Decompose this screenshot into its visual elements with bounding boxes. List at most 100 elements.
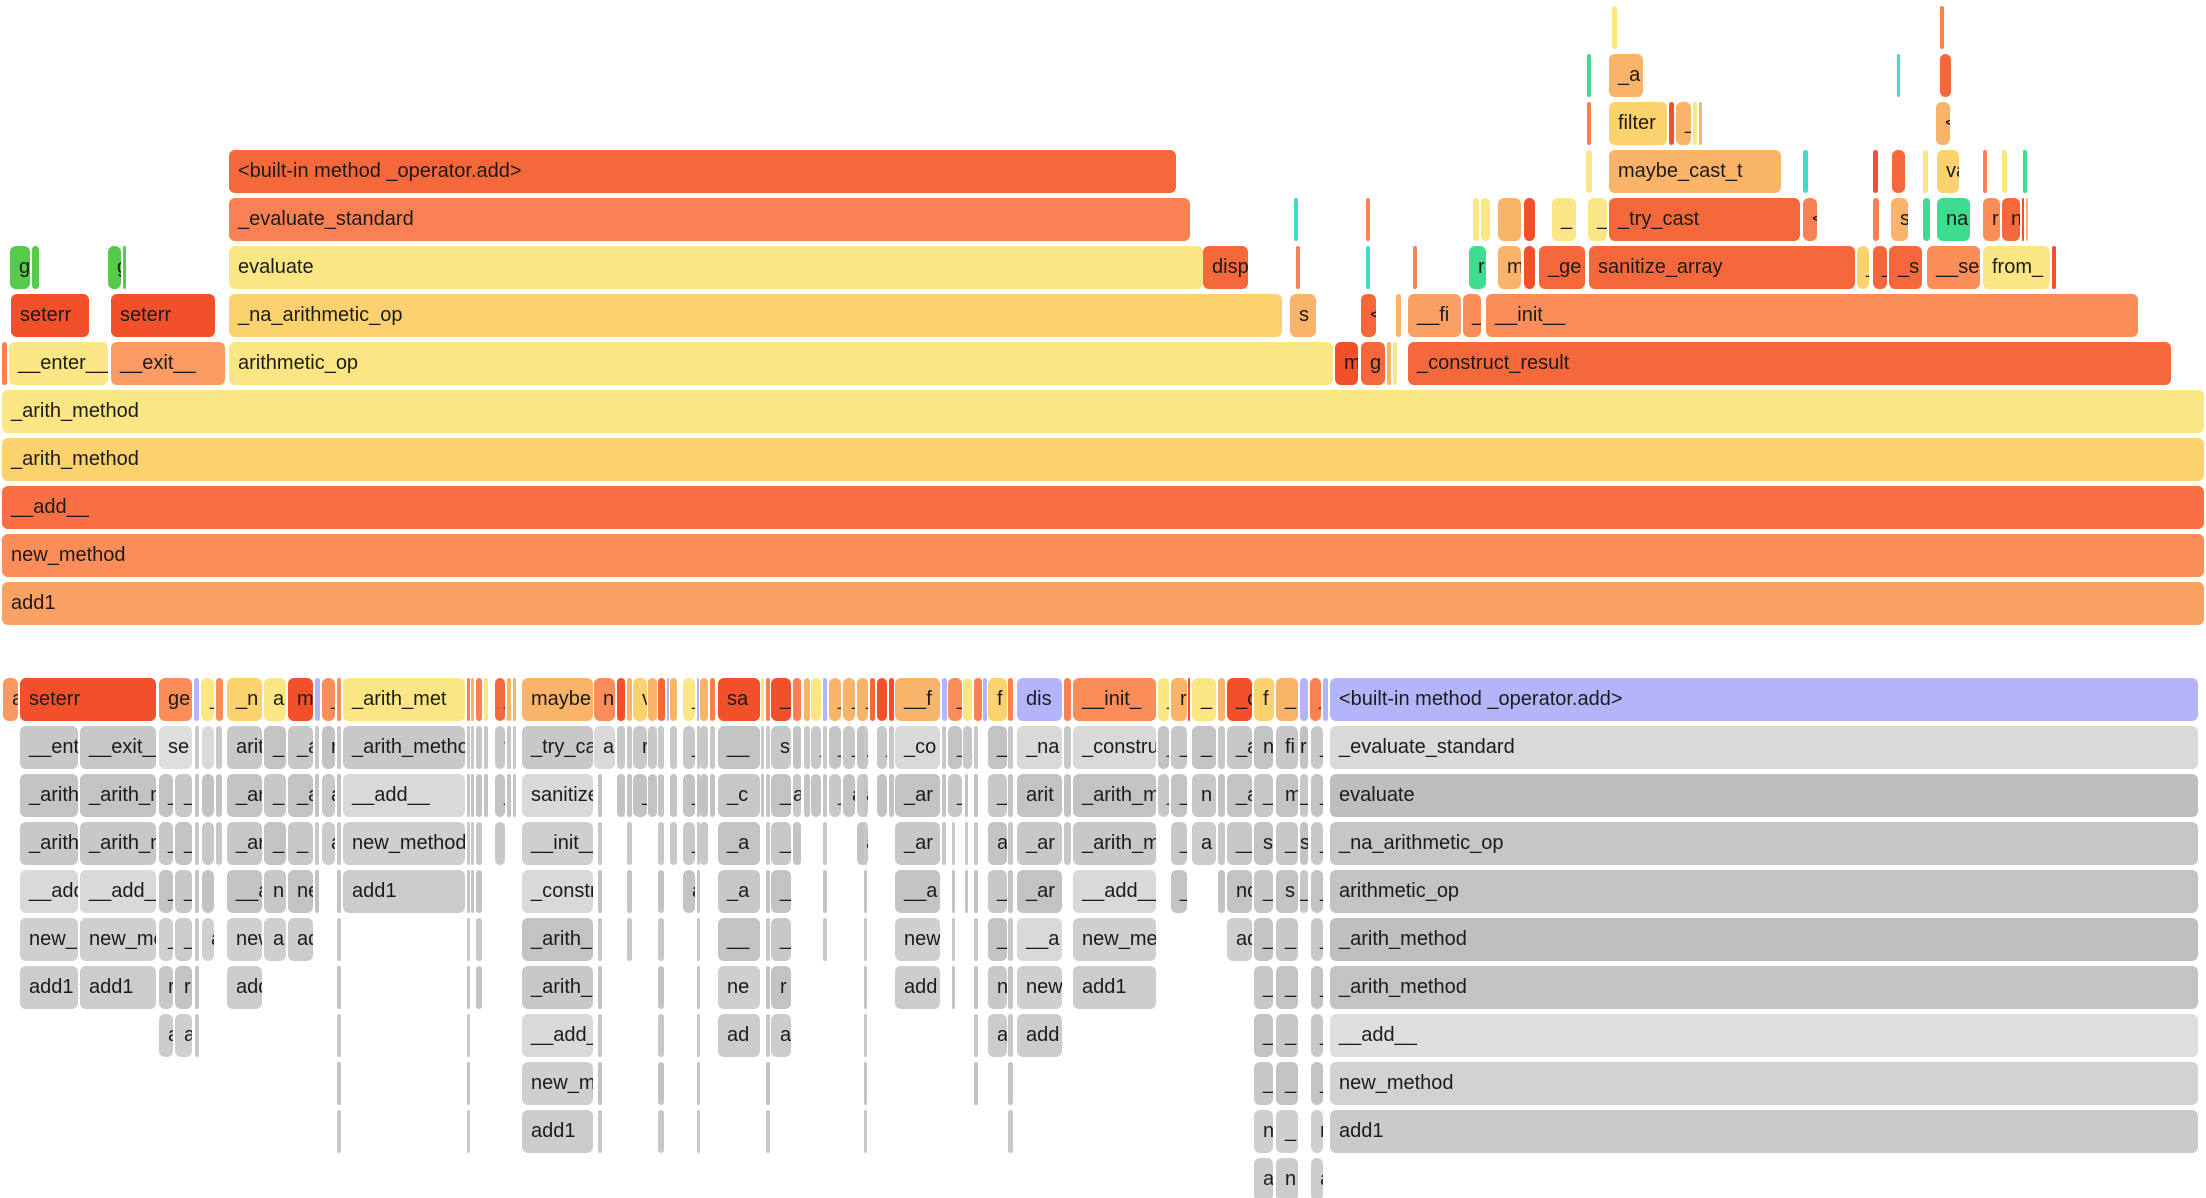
flame-frame-sliver[interactable]	[697, 822, 700, 865]
flame-frame-sliver[interactable]	[484, 726, 488, 769]
flame-frame-arithmetic_op[interactable]: arithmetic_op	[227, 726, 262, 769]
flame-frame-sliver[interactable]	[974, 774, 978, 817]
flame-frame-s[interactable]: s	[1254, 822, 1273, 865]
flame-frame-sliver[interactable]	[804, 678, 810, 721]
flame-frame-sliver[interactable]	[761, 774, 764, 817]
flame-frame-a[interactable]: a	[988, 1014, 1007, 1057]
flame-frame-sliver[interactable]	[1064, 774, 1071, 817]
flame-frame-_[interactable]: _	[1463, 294, 1481, 337]
flame-frame-sliver[interactable]	[766, 726, 770, 769]
flame-frame-sliver[interactable]	[195, 918, 199, 961]
flame-frame-sliver[interactable]	[476, 870, 482, 913]
flame-frame-_[interactable]: _	[1276, 1014, 1298, 1057]
flame-frame-_[interactable]: _	[1171, 870, 1187, 913]
flame-frame-sliver[interactable]	[952, 918, 955, 961]
flame-frame-sliver[interactable]	[315, 726, 319, 769]
flame-frame-_arith_method[interactable]: _arith_method	[522, 966, 593, 1009]
flame-frame-__add__[interactable]: __add__	[20, 870, 78, 913]
flame-frame-_[interactable]: _	[829, 774, 841, 817]
flame-frame-sliver[interactable]	[467, 774, 470, 817]
flame-frame-dis[interactable]: dis	[1017, 678, 1062, 721]
flame-frame-ad[interactable]: ad	[718, 1014, 760, 1057]
flame-frame-_[interactable]: _	[988, 726, 1007, 769]
flame-frame-sliver[interactable]	[513, 726, 516, 769]
flame-frame-sliver[interactable]	[952, 822, 955, 865]
flame-frame-sliver[interactable]	[202, 870, 214, 913]
flame-frame-_na[interactable]: _na	[1017, 726, 1062, 769]
flame-frame-arithmetic_op[interactable]: arithmetic_op	[229, 342, 1333, 385]
flame-frame-_[interactable]: _	[1158, 774, 1169, 817]
flame-frame-sliver[interactable]	[216, 774, 222, 817]
flame-frame-_[interactable]: _	[877, 726, 887, 769]
flame-frame-_[interactable]: _	[1192, 678, 1216, 721]
flame-frame-__[interactable]: __	[1227, 822, 1252, 865]
flame-frame-sliver[interactable]	[617, 678, 625, 721]
flame-frame-_[interactable]: _	[264, 774, 286, 817]
flame-frame-_[interactable]: _	[857, 678, 868, 721]
flame-frame-_[interactable]: _	[1311, 822, 1323, 865]
flame-frame-sliver[interactable]	[793, 822, 801, 865]
flame-frame-sliver[interactable]	[697, 966, 700, 1009]
flame-frame-_co[interactable]: _co	[895, 726, 940, 769]
flame-frame-new[interactable]: new	[895, 918, 940, 961]
flame-frame-new_method[interactable]: new_method	[227, 918, 262, 961]
flame-frame-_[interactable]: _	[159, 774, 173, 817]
flame-frame-sliver[interactable]	[598, 1014, 602, 1057]
flame-frame-sliver[interactable]	[507, 678, 511, 721]
flame-frame-sliver[interactable]	[195, 870, 199, 913]
flame-frame-_c[interactable]: _c	[1227, 678, 1252, 721]
flame-frame-sliver[interactable]	[1524, 198, 1535, 241]
flame-frame-sliver[interactable]	[952, 870, 955, 913]
flame-frame-sliver[interactable]	[467, 726, 470, 769]
flame-frame-sliver[interactable]	[1008, 918, 1013, 961]
flame-frame-ne[interactable]: ne	[288, 870, 313, 913]
flame-frame-n[interactable]: n	[1276, 1158, 1298, 1198]
flame-frame-sliver[interactable]	[761, 726, 764, 769]
flame-frame-r[interactable]: r	[1983, 198, 2000, 241]
flame-frame-sliver[interactable]	[700, 774, 708, 817]
flame-frame-a[interactable]: a	[202, 918, 214, 961]
flame-frame-evaluate[interactable]: evaluate	[229, 246, 1203, 289]
flame-frame-new_method[interactable]: new_method	[343, 822, 465, 865]
flame-frame-sliver[interactable]	[1218, 678, 1225, 721]
flame-frame-_[interactable]: _	[1552, 198, 1576, 241]
flame-frame-_[interactable]: _	[843, 678, 855, 721]
flame-frame-__se[interactable]: __se	[1927, 246, 1980, 289]
flame-frame-sliver[interactable]	[476, 822, 482, 865]
flame-frame-sliver[interactable]	[1923, 198, 1930, 241]
flame-frame-sliver[interactable]	[467, 1110, 470, 1153]
flame-frame-__[interactable]: __	[718, 918, 760, 961]
flame-frame-sliver[interactable]	[658, 822, 664, 865]
flame-frame-a[interactable]: a	[793, 774, 801, 817]
flame-frame-sliver[interactable]	[766, 918, 770, 961]
flame-frame-sliver[interactable]	[658, 1110, 664, 1153]
flame-frame-m[interactable]: m	[1498, 246, 1521, 289]
flame-frame-sliver[interactable]	[627, 870, 632, 913]
flame-frame-sliver[interactable]	[1669, 102, 1674, 145]
flame-frame-[interactable]: <	[1803, 198, 1817, 241]
flame-frame-s[interactable]: s	[1891, 198, 1908, 241]
flame-frame-sliver[interactable]	[202, 726, 214, 769]
flame-frame-_[interactable]: _	[1254, 1014, 1273, 1057]
flame-frame-sliver[interactable]	[658, 774, 664, 817]
flame-frame-a[interactable]: a	[264, 678, 286, 721]
flame-frame-sliver[interactable]	[1498, 198, 1521, 241]
flame-frame-se[interactable]: se	[159, 726, 192, 769]
flame-frame-g[interactable]: g	[1361, 342, 1385, 385]
flame-frame-_try_cast[interactable]: _try_cast	[522, 726, 593, 769]
flame-frame-r[interactable]: r	[175, 966, 192, 1009]
flame-frame-_[interactable]: _	[1254, 966, 1273, 1009]
flame-frame-_[interactable]: _	[1171, 822, 1187, 865]
flame-frame-a[interactable]: a	[683, 870, 695, 913]
flame-frame-_construct_result[interactable]: _construct_result	[1073, 726, 1156, 769]
flame-frame-sliver[interactable]	[1873, 150, 1878, 193]
flame-frame-a[interactable]: a	[322, 774, 335, 817]
flame-frame-sliver[interactable]	[864, 726, 867, 769]
flame-frame-__a[interactable]: __a	[895, 870, 940, 913]
flame-frame-_ar[interactable]: _ar	[1017, 822, 1062, 865]
flame-frame-n[interactable]: n	[988, 966, 1007, 1009]
flame-frame-sliver[interactable]	[1008, 678, 1013, 721]
flame-frame-sanitize_array[interactable]: sanitize_array	[1589, 246, 1855, 289]
flame-frame-__add__[interactable]: __add__	[1073, 870, 1156, 913]
flame-frame-add1[interactable]: add1	[227, 966, 262, 1009]
